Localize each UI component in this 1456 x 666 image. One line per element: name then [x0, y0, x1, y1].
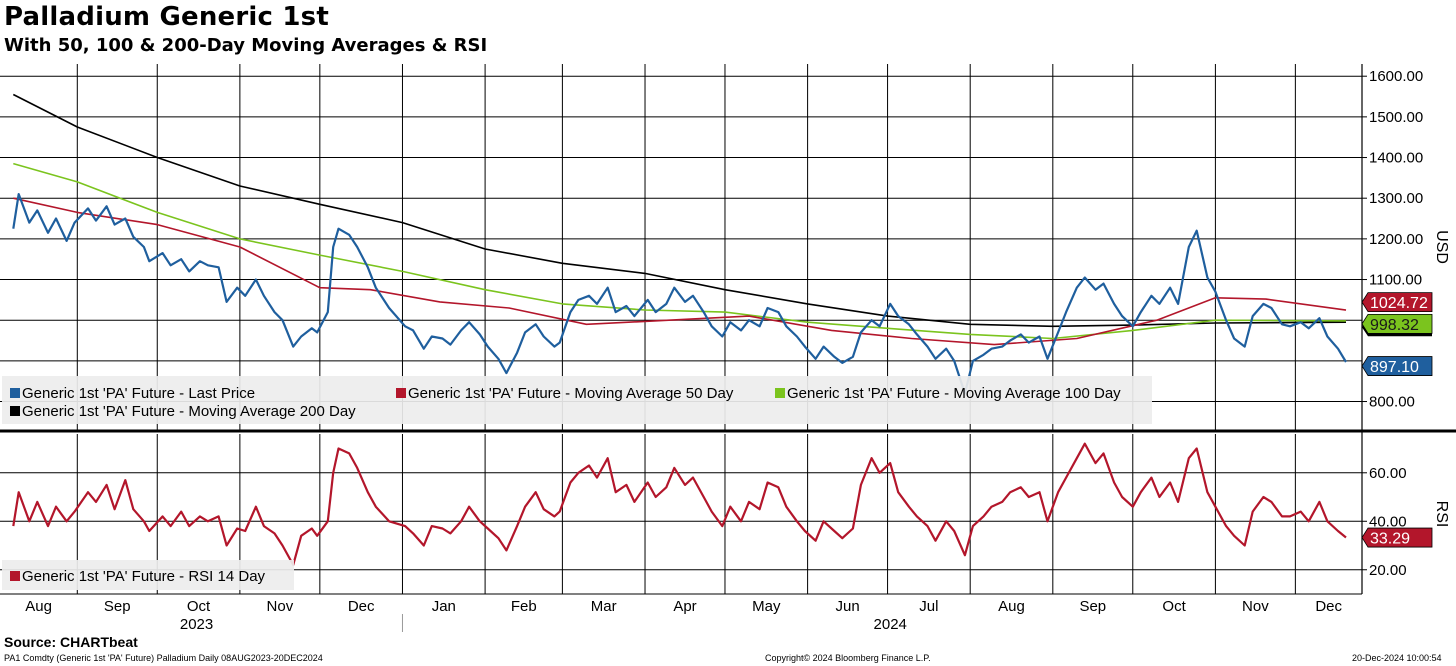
price-y-tick-label: 1500.00 — [1369, 109, 1423, 126]
price-axis-title: USD — [1433, 230, 1450, 264]
rsi-legend-box — [2, 560, 294, 590]
legend-label: Generic 1st 'PA' Future - RSI 14 Day — [22, 568, 266, 585]
x-month-label: Apr — [673, 598, 696, 615]
rsi-y-tick-label: 20.00 — [1369, 562, 1407, 579]
price-legend-box — [2, 376, 1152, 424]
end-label-last-price-box — [1361, 356, 1433, 376]
x-month-label: Oct — [1162, 598, 1186, 615]
legend-label: Generic 1st 'PA' Future - Moving Average… — [787, 385, 1121, 402]
footer-ticker-info: PA1 Comdty (Generic 1st 'PA' Future) Pal… — [4, 653, 323, 663]
end-label-ma50-box — [1361, 292, 1433, 313]
x-month-label: Aug — [25, 598, 52, 615]
rsi-axis-title: RSI — [1433, 501, 1450, 528]
rsi-panel-series — [12, 442, 1347, 567]
chart-title: Palladium Generic 1st — [4, 2, 329, 32]
source-note: Source: CHARTbeat — [4, 634, 138, 650]
x-month-label: Oct — [187, 598, 211, 615]
x-month-label: Nov — [267, 598, 294, 615]
legends: Generic 1st 'PA' Future - Last Price Gene… — [2, 376, 1152, 590]
x-month-label: May — [752, 598, 781, 615]
axes: Aug Sep Oct Nov Dec Jan Feb Mar Apr May Jun Jul Aug S… — [0, 64, 1456, 633]
end-label-ma100-box — [1361, 313, 1433, 334]
price-y-tick-label: 800.00 — [1369, 394, 1415, 411]
x-year-label-2023: 2023 — [180, 616, 213, 633]
legend-swatch — [10, 388, 20, 398]
x-month-label: Feb — [511, 598, 537, 615]
footer-copyright: Copyright© 2024 Bloomberg Finance L.P. — [765, 653, 931, 663]
end-label-last-price: 897.10 — [1370, 359, 1419, 376]
x-month-label: Mar — [591, 598, 617, 615]
legend-swatch — [775, 388, 785, 398]
legend-label: Generic 1st 'PA' Future - Last Price — [22, 385, 255, 402]
series-line-ma100 — [13, 162, 1347, 340]
rsi-y-tick-label: 60.00 — [1369, 465, 1407, 482]
x-month-label: Jul — [919, 598, 938, 615]
end-value-labels: 998.32 1024.72 897.10 33.29 — [1361, 292, 1433, 548]
price-panel-series — [12, 93, 1347, 395]
legend-swatch — [10, 571, 20, 581]
x-month-label: Jan — [432, 598, 456, 615]
price-y-tick-label: 1100.00 — [1369, 272, 1422, 289]
x-month-label: Jun — [835, 598, 859, 615]
legend-label: Generic 1st 'PA' Future - Moving Average… — [408, 385, 734, 402]
legend-swatch — [396, 388, 406, 398]
price-y-tick-label: 1400.00 — [1369, 150, 1423, 167]
end-label-ma50: 1024.72 — [1370, 295, 1428, 312]
series-line-last-price — [12, 193, 1347, 395]
rsi-y-tick-label: 40.00 — [1369, 513, 1407, 530]
x-month-label: Nov — [1242, 598, 1269, 615]
x-year-label-2024: 2024 — [874, 616, 907, 633]
x-month-label: Dec — [1315, 598, 1342, 615]
price-y-tick-label: 1300.00 — [1369, 190, 1423, 207]
end-label-rsi: 33.29 — [1370, 531, 1410, 548]
price-y-tick-label: 1600.00 — [1369, 68, 1423, 85]
price-panel-grid — [0, 64, 1362, 430]
x-month-label: Sep — [1079, 598, 1106, 615]
series-line-ma50 — [13, 197, 1347, 346]
end-label-rsi-box — [1361, 527, 1433, 548]
series-line-ma200 — [12, 93, 1347, 328]
footer-timestamp: 20-Dec-2024 10:00:54 — [1352, 653, 1442, 663]
end-label-ma100: 998.32 — [1370, 317, 1419, 334]
legend-label: Generic 1st 'PA' Future - Moving Average… — [22, 403, 356, 420]
price-y-tick-label: 1200.00 — [1369, 231, 1423, 248]
x-month-label: Dec — [348, 598, 375, 615]
x-month-label: Aug — [998, 598, 1025, 615]
series-line-rsi — [12, 442, 1347, 567]
chart-subtitle: With 50, 100 & 200-Day Moving Averages &… — [4, 35, 488, 56]
legend-swatch — [10, 406, 20, 416]
x-month-label: Sep — [104, 598, 131, 615]
